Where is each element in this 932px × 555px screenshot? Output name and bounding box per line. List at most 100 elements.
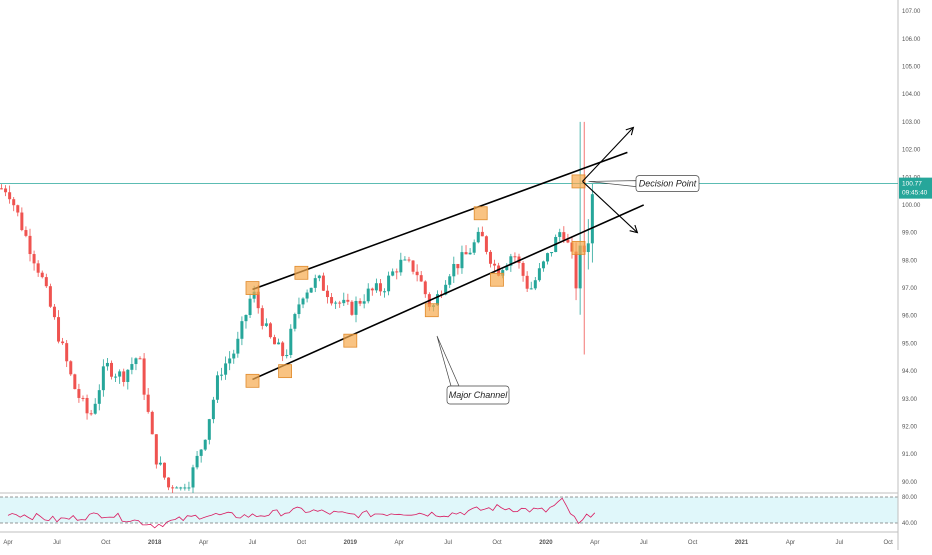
candle-body — [126, 369, 130, 382]
candle-body — [378, 283, 382, 292]
touch-point-marker — [294, 265, 309, 280]
candle-body — [175, 487, 179, 489]
candle-body — [36, 263, 40, 273]
price-tick-label: 96.00 — [902, 314, 918, 320]
candle-body — [325, 290, 329, 298]
candle-body — [472, 242, 476, 253]
candle-body — [411, 260, 415, 272]
candle-body — [240, 321, 244, 339]
candle-body — [154, 434, 158, 465]
candle-body — [268, 323, 272, 338]
candle-body — [366, 288, 370, 302]
arrow-up — [582, 127, 634, 182]
candle-body — [313, 278, 317, 288]
rsi-tick-label: 80.00 — [902, 495, 918, 501]
candle-body — [89, 413, 93, 415]
candle-body — [44, 277, 48, 287]
candle-body — [191, 467, 195, 488]
candle-body — [57, 317, 61, 342]
candle-body — [158, 462, 162, 465]
candle-body — [28, 235, 32, 255]
rsi-tick-label: 40.00 — [902, 521, 918, 527]
price-tick-label: 105.00 — [902, 64, 921, 70]
price-tick-label: 90.00 — [902, 480, 918, 486]
candle-body — [52, 306, 56, 318]
candle-body — [407, 259, 411, 261]
candle-body — [346, 299, 350, 302]
candle-body — [4, 188, 8, 193]
touch-point-marker — [424, 303, 439, 318]
candle-body — [48, 286, 52, 307]
major-channel-box — [446, 385, 510, 405]
candle-body — [252, 291, 256, 299]
candle-body — [16, 205, 20, 213]
time-tick-label: Oct — [101, 540, 111, 546]
rsi-line — [7, 497, 596, 529]
candle-body — [236, 338, 240, 354]
candle-body — [350, 301, 354, 315]
candle-body — [541, 261, 545, 269]
time-tick-label: Oct — [884, 540, 894, 546]
current-price-time: 09:45:40 — [902, 190, 928, 197]
time-tick-label: 2019 — [344, 540, 358, 546]
time-tick-label: Apr — [590, 540, 599, 546]
candle-body — [20, 212, 24, 231]
arrow-up-head — [625, 126, 635, 136]
candle-body — [12, 199, 16, 206]
candle-body — [73, 374, 77, 390]
candle-body — [488, 251, 492, 264]
candle-body — [134, 358, 138, 365]
touch-point-marker — [278, 364, 293, 379]
candle-body — [342, 299, 346, 304]
candle-body — [509, 256, 513, 266]
candle-body — [468, 252, 472, 255]
time-tick-label: Jul — [640, 540, 648, 546]
candle-body — [387, 275, 391, 292]
candle-body — [586, 243, 590, 253]
candle-body — [130, 364, 134, 370]
candle-body — [77, 389, 81, 398]
price-tick-label: 91.00 — [902, 452, 918, 458]
price-tick-label: 94.00 — [902, 369, 918, 375]
candle-body — [480, 231, 484, 237]
candle-body — [93, 403, 97, 414]
candle-body — [138, 358, 142, 360]
candle-body — [256, 291, 260, 309]
candle-body — [187, 487, 191, 489]
candle-body — [297, 304, 301, 315]
price-tick-label: 106.00 — [902, 37, 921, 43]
major-channel-pointer — [436, 335, 460, 387]
candle-body — [281, 342, 285, 357]
candle-body — [32, 254, 36, 264]
price-tick-label: 92.00 — [902, 425, 918, 431]
touch-point-marker — [571, 174, 586, 189]
channel-upper-line — [252, 151, 628, 291]
current-price-value: 100.77 — [902, 181, 922, 188]
candle-body — [85, 397, 89, 414]
arrow-down — [582, 181, 638, 234]
time-tick-label: 2018 — [148, 540, 162, 546]
candle-body — [550, 252, 554, 254]
time-tick-label: Apr — [786, 540, 795, 546]
candle-body — [391, 271, 395, 276]
time-tick-label: Oct — [492, 540, 502, 546]
candle-body — [562, 232, 566, 240]
candle-body — [317, 275, 321, 279]
candle-body — [403, 259, 407, 261]
candle-body — [370, 288, 374, 291]
candle-body — [114, 376, 118, 378]
candle-body — [232, 353, 236, 359]
candle-body — [183, 487, 187, 489]
candle-body — [110, 362, 114, 377]
candle-body — [150, 411, 154, 435]
candle-body — [444, 284, 448, 295]
candle-body — [525, 275, 529, 289]
candle-body — [436, 294, 440, 306]
candle-body — [0, 188, 3, 190]
candle-body — [285, 354, 289, 357]
candle-body — [142, 358, 146, 395]
candle-body — [81, 397, 85, 399]
candle-body — [493, 263, 497, 266]
candle-body — [260, 308, 264, 326]
